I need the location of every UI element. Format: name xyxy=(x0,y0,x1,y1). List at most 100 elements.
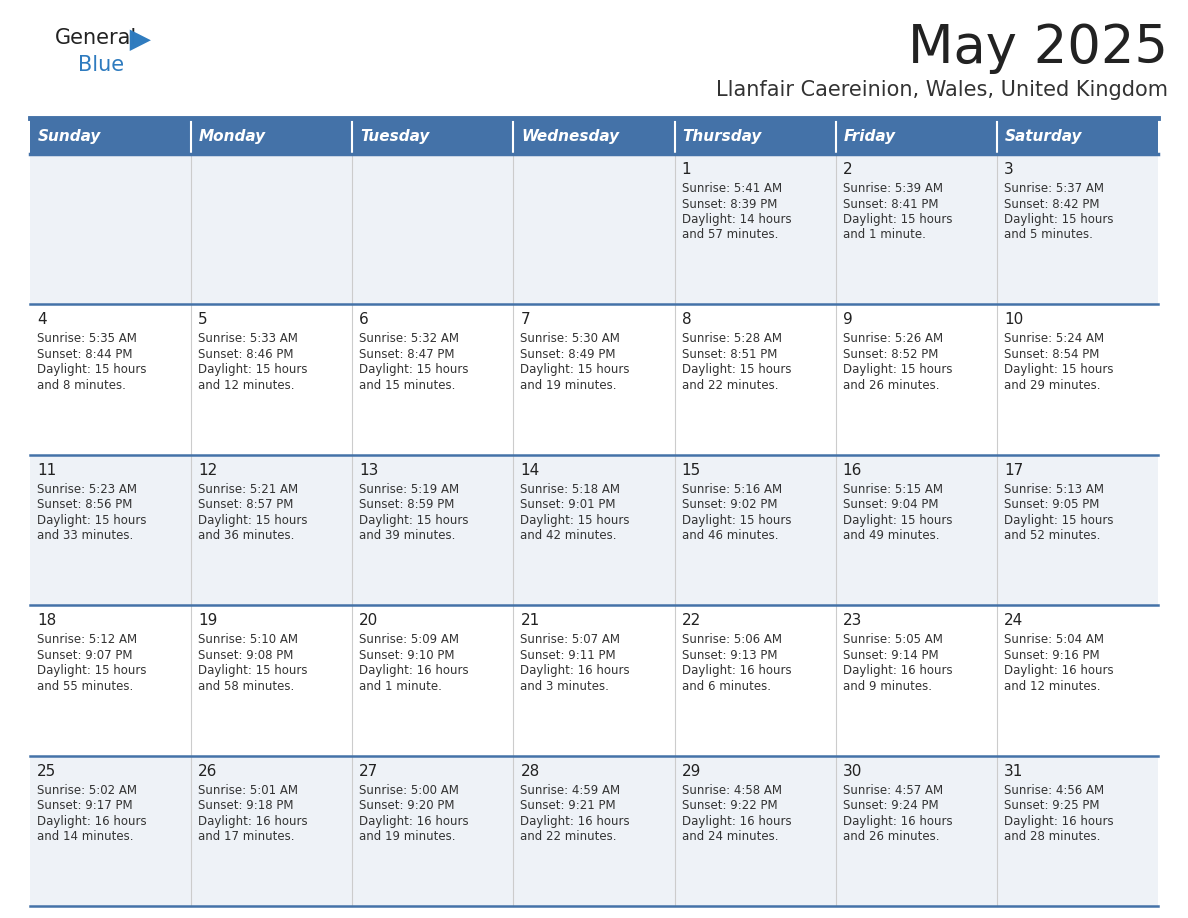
Text: and 1 minute.: and 1 minute. xyxy=(359,679,442,693)
Text: and 15 minutes.: and 15 minutes. xyxy=(359,379,456,392)
Text: Sunset: 9:21 PM: Sunset: 9:21 PM xyxy=(520,799,617,812)
Text: Wednesday: Wednesday xyxy=(522,129,620,144)
Text: and 28 minutes.: and 28 minutes. xyxy=(1004,830,1100,843)
Text: Sunset: 8:49 PM: Sunset: 8:49 PM xyxy=(520,348,615,361)
Text: and 36 minutes.: and 36 minutes. xyxy=(198,530,295,543)
Text: and 49 minutes.: and 49 minutes. xyxy=(842,530,940,543)
Bar xyxy=(30,118,191,154)
Text: 3: 3 xyxy=(1004,162,1013,177)
Bar xyxy=(30,454,1158,605)
Text: Sunrise: 5:33 AM: Sunrise: 5:33 AM xyxy=(198,332,298,345)
Text: Tuesday: Tuesday xyxy=(360,129,430,144)
Text: 25: 25 xyxy=(37,764,56,778)
Text: 11: 11 xyxy=(37,463,56,477)
Text: Sunrise: 4:59 AM: Sunrise: 4:59 AM xyxy=(520,784,620,797)
Text: Sunset: 9:04 PM: Sunset: 9:04 PM xyxy=(842,498,939,511)
Text: Sunrise: 5:07 AM: Sunrise: 5:07 AM xyxy=(520,633,620,646)
Text: Daylight: 15 hours: Daylight: 15 hours xyxy=(1004,213,1113,226)
Text: and 24 minutes.: and 24 minutes. xyxy=(682,830,778,843)
Text: Daylight: 15 hours: Daylight: 15 hours xyxy=(520,364,630,376)
Bar xyxy=(835,118,997,154)
Text: Sunrise: 4:56 AM: Sunrise: 4:56 AM xyxy=(1004,784,1104,797)
Text: Daylight: 15 hours: Daylight: 15 hours xyxy=(37,364,146,376)
Text: Sunrise: 4:57 AM: Sunrise: 4:57 AM xyxy=(842,784,943,797)
Text: Daylight: 15 hours: Daylight: 15 hours xyxy=(37,514,146,527)
Text: 2: 2 xyxy=(842,162,852,177)
Text: Sunset: 8:42 PM: Sunset: 8:42 PM xyxy=(1004,197,1099,210)
Text: 5: 5 xyxy=(198,312,208,328)
Text: Sunrise: 5:35 AM: Sunrise: 5:35 AM xyxy=(37,332,137,345)
Text: Sunrise: 5:15 AM: Sunrise: 5:15 AM xyxy=(842,483,943,496)
Bar xyxy=(30,154,1158,305)
Bar xyxy=(675,118,835,154)
Text: General: General xyxy=(55,28,138,48)
Text: Daylight: 16 hours: Daylight: 16 hours xyxy=(520,665,630,677)
Text: 27: 27 xyxy=(359,764,379,778)
Text: 6: 6 xyxy=(359,312,369,328)
Text: Sunrise: 5:10 AM: Sunrise: 5:10 AM xyxy=(198,633,298,646)
Text: 18: 18 xyxy=(37,613,56,628)
Text: 7: 7 xyxy=(520,312,530,328)
Text: 20: 20 xyxy=(359,613,379,628)
Text: 22: 22 xyxy=(682,613,701,628)
Text: Sunset: 8:46 PM: Sunset: 8:46 PM xyxy=(198,348,293,361)
Text: and 12 minutes.: and 12 minutes. xyxy=(1004,679,1100,693)
Text: and 17 minutes.: and 17 minutes. xyxy=(198,830,295,843)
Text: and 19 minutes.: and 19 minutes. xyxy=(359,830,456,843)
Text: Daylight: 15 hours: Daylight: 15 hours xyxy=(359,514,469,527)
Text: and 55 minutes.: and 55 minutes. xyxy=(37,679,133,693)
Text: Sunset: 9:11 PM: Sunset: 9:11 PM xyxy=(520,649,617,662)
Text: Sunset: 8:57 PM: Sunset: 8:57 PM xyxy=(198,498,293,511)
Text: Sunrise: 5:00 AM: Sunrise: 5:00 AM xyxy=(359,784,459,797)
Text: Sunrise: 5:04 AM: Sunrise: 5:04 AM xyxy=(1004,633,1104,646)
Text: Sunrise: 5:01 AM: Sunrise: 5:01 AM xyxy=(198,784,298,797)
Text: 9: 9 xyxy=(842,312,853,328)
Text: Sunrise: 5:12 AM: Sunrise: 5:12 AM xyxy=(37,633,137,646)
Text: Daylight: 15 hours: Daylight: 15 hours xyxy=(359,364,469,376)
Text: and 57 minutes.: and 57 minutes. xyxy=(682,229,778,241)
Text: 26: 26 xyxy=(198,764,217,778)
Text: Sunset: 9:16 PM: Sunset: 9:16 PM xyxy=(1004,649,1099,662)
Text: Sunset: 8:47 PM: Sunset: 8:47 PM xyxy=(359,348,455,361)
Text: 30: 30 xyxy=(842,764,862,778)
Text: Sunrise: 5:24 AM: Sunrise: 5:24 AM xyxy=(1004,332,1104,345)
Text: Sunset: 9:13 PM: Sunset: 9:13 PM xyxy=(682,649,777,662)
Text: Sunset: 9:18 PM: Sunset: 9:18 PM xyxy=(198,799,293,812)
Text: and 26 minutes.: and 26 minutes. xyxy=(842,830,940,843)
Text: ◀: ◀ xyxy=(129,25,151,53)
Text: and 19 minutes.: and 19 minutes. xyxy=(520,379,617,392)
Text: Daylight: 16 hours: Daylight: 16 hours xyxy=(682,814,791,828)
Text: Daylight: 15 hours: Daylight: 15 hours xyxy=(37,665,146,677)
Text: Blue: Blue xyxy=(78,55,124,75)
Text: and 8 minutes.: and 8 minutes. xyxy=(37,379,126,392)
Text: and 29 minutes.: and 29 minutes. xyxy=(1004,379,1100,392)
Text: Sunset: 9:02 PM: Sunset: 9:02 PM xyxy=(682,498,777,511)
Text: 24: 24 xyxy=(1004,613,1023,628)
Text: Sunset: 8:56 PM: Sunset: 8:56 PM xyxy=(37,498,132,511)
Text: Friday: Friday xyxy=(843,129,896,144)
Text: 15: 15 xyxy=(682,463,701,477)
Text: Daylight: 16 hours: Daylight: 16 hours xyxy=(37,814,146,828)
Text: Sunrise: 5:13 AM: Sunrise: 5:13 AM xyxy=(1004,483,1104,496)
Text: 23: 23 xyxy=(842,613,862,628)
Text: Daylight: 16 hours: Daylight: 16 hours xyxy=(359,814,469,828)
Text: Sunset: 8:54 PM: Sunset: 8:54 PM xyxy=(1004,348,1099,361)
Text: Sunrise: 5:16 AM: Sunrise: 5:16 AM xyxy=(682,483,782,496)
Text: Daylight: 15 hours: Daylight: 15 hours xyxy=(682,514,791,527)
Bar xyxy=(30,605,1158,756)
Text: and 6 minutes.: and 6 minutes. xyxy=(682,679,771,693)
Text: Daylight: 16 hours: Daylight: 16 hours xyxy=(359,665,469,677)
Text: Daylight: 15 hours: Daylight: 15 hours xyxy=(842,213,953,226)
Text: and 26 minutes.: and 26 minutes. xyxy=(842,379,940,392)
Text: Sunrise: 5:37 AM: Sunrise: 5:37 AM xyxy=(1004,182,1104,195)
Text: and 14 minutes.: and 14 minutes. xyxy=(37,830,133,843)
Text: Sunrise: 5:02 AM: Sunrise: 5:02 AM xyxy=(37,784,137,797)
Bar xyxy=(30,305,1158,454)
Text: Sunset: 9:20 PM: Sunset: 9:20 PM xyxy=(359,799,455,812)
Text: and 12 minutes.: and 12 minutes. xyxy=(198,379,295,392)
Text: and 58 minutes.: and 58 minutes. xyxy=(198,679,295,693)
Text: Daylight: 15 hours: Daylight: 15 hours xyxy=(682,364,791,376)
Text: Sunset: 8:51 PM: Sunset: 8:51 PM xyxy=(682,348,777,361)
Text: Sunset: 9:10 PM: Sunset: 9:10 PM xyxy=(359,649,455,662)
Text: 12: 12 xyxy=(198,463,217,477)
